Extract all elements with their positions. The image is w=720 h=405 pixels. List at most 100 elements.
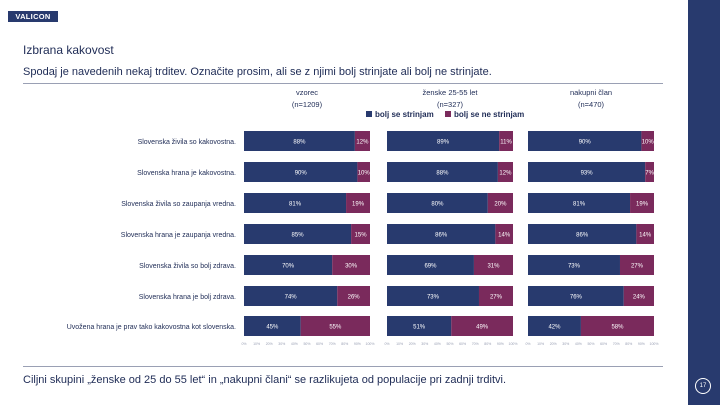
x-tick-label: 0% — [384, 342, 389, 346]
bar-agree — [244, 193, 347, 213]
x-tick-label: 20% — [550, 342, 557, 346]
data-label-disagree: 10% — [642, 140, 655, 146]
bar-agree — [387, 316, 452, 336]
valicon-logo: VALICON — [8, 11, 58, 22]
bar-agree — [528, 162, 646, 182]
bar-disagree — [332, 255, 370, 275]
x-tick-label: 50% — [587, 342, 594, 346]
bar-disagree — [451, 316, 513, 336]
bar-disagree — [641, 131, 654, 151]
footer-note: Ciljni skupini „ženske od 25 do 55 let“ … — [23, 374, 507, 386]
bar-disagree — [351, 224, 370, 244]
bar-agree — [387, 162, 498, 182]
data-label-agree: 73% — [427, 295, 440, 301]
x-tick-label: 20% — [266, 342, 273, 346]
bar-agree — [387, 193, 488, 213]
panel-title: vzorec — [296, 88, 318, 97]
data-label-agree: 81% — [573, 202, 586, 208]
data-label-disagree: 27% — [631, 264, 644, 270]
bar-agree — [387, 224, 496, 244]
x-tick-label: 60% — [600, 342, 607, 346]
bar-disagree — [619, 255, 654, 275]
bar-disagree — [645, 162, 654, 182]
bar-disagree — [499, 131, 513, 151]
data-label-agree: 93% — [581, 171, 594, 177]
data-label-disagree: 58% — [611, 325, 624, 331]
bar-agree — [387, 255, 474, 275]
slide-title: Izbrana kakovost — [23, 43, 114, 57]
x-tick-label: 90% — [638, 342, 645, 346]
x-tick-label: 10% — [537, 342, 544, 346]
panel-sample-size: (n=1209) — [292, 100, 323, 109]
data-label-disagree: 31% — [487, 264, 500, 270]
data-label-agree: 69% — [424, 264, 437, 270]
data-label-disagree: 12% — [499, 171, 512, 177]
category-label: Slovenska živila so kakovostna. — [138, 139, 236, 146]
data-label-agree: 45% — [266, 325, 279, 331]
category-label: Slovenska hrana je kakovostna. — [137, 170, 236, 177]
data-label-agree: 42% — [548, 325, 561, 331]
legend-label-agree: bolj se strinjam — [375, 110, 434, 119]
data-label-agree: 76% — [570, 295, 583, 301]
page-number: 17 — [695, 378, 711, 394]
x-tick-label: 60% — [459, 342, 466, 346]
panel-title: ženske 25-55 let — [422, 88, 478, 97]
bar-disagree — [636, 224, 654, 244]
bar-disagree — [497, 162, 513, 182]
bar-disagree — [630, 193, 654, 213]
x-tick-label: 80% — [341, 342, 348, 346]
data-label-agree: 73% — [568, 264, 581, 270]
bar-agree — [387, 131, 500, 151]
bar-agree — [244, 286, 338, 306]
bottom-divider — [23, 366, 663, 367]
data-label-disagree: 19% — [636, 202, 649, 208]
x-tick-label: 20% — [409, 342, 416, 346]
x-tick-label: 0% — [525, 342, 530, 346]
x-tick-label: 40% — [434, 342, 441, 346]
bar-disagree — [357, 162, 370, 182]
legend-label-disagree: bolj se ne strinjam — [454, 110, 524, 119]
panel-sample-size: (n=327) — [437, 100, 464, 109]
category-label: Slovenska živila so bolj zdrava. — [139, 263, 236, 270]
bar-disagree — [487, 193, 513, 213]
x-tick-label: 10% — [396, 342, 403, 346]
bar-disagree — [337, 286, 370, 306]
bar-agree — [528, 255, 620, 275]
bar-disagree — [354, 131, 370, 151]
x-tick-label: 90% — [354, 342, 361, 346]
data-label-disagree: 20% — [494, 202, 507, 208]
x-tick-label: 30% — [278, 342, 285, 346]
legend-swatch-disagree — [445, 111, 451, 117]
x-tick-label: 30% — [421, 342, 428, 346]
bar-agree — [528, 286, 624, 306]
data-label-disagree: 11% — [500, 140, 512, 146]
bar-disagree — [478, 286, 513, 306]
data-label-agree: 80% — [431, 202, 444, 208]
legend-swatch-agree — [366, 111, 372, 117]
data-label-disagree: 14% — [498, 233, 511, 239]
data-label-agree: 81% — [289, 202, 302, 208]
data-label-agree: 74% — [285, 295, 298, 301]
data-label-disagree: 15% — [355, 233, 368, 239]
x-tick-label: 10% — [253, 342, 260, 346]
bar-agree — [244, 162, 358, 182]
data-label-agree: 88% — [436, 171, 449, 177]
data-label-agree: 89% — [437, 140, 450, 146]
x-tick-label: 70% — [472, 342, 479, 346]
data-label-disagree: 27% — [490, 295, 503, 301]
x-tick-label: 40% — [291, 342, 298, 346]
bar-disagree — [623, 286, 654, 306]
x-tick-label: 40% — [575, 342, 582, 346]
bar-agree — [244, 316, 301, 336]
data-label-agree: 70% — [282, 264, 295, 270]
data-label-disagree: 19% — [352, 202, 365, 208]
data-label-agree: 86% — [576, 233, 589, 239]
x-tick-label: 100% — [509, 342, 518, 346]
data-label-agree: 85% — [292, 233, 305, 239]
x-tick-label: 70% — [329, 342, 336, 346]
panel-sample-size: (n=470) — [578, 100, 605, 109]
data-label-disagree: 55% — [329, 325, 342, 331]
x-tick-label: 50% — [303, 342, 310, 346]
data-label-disagree: 7% — [645, 171, 654, 177]
